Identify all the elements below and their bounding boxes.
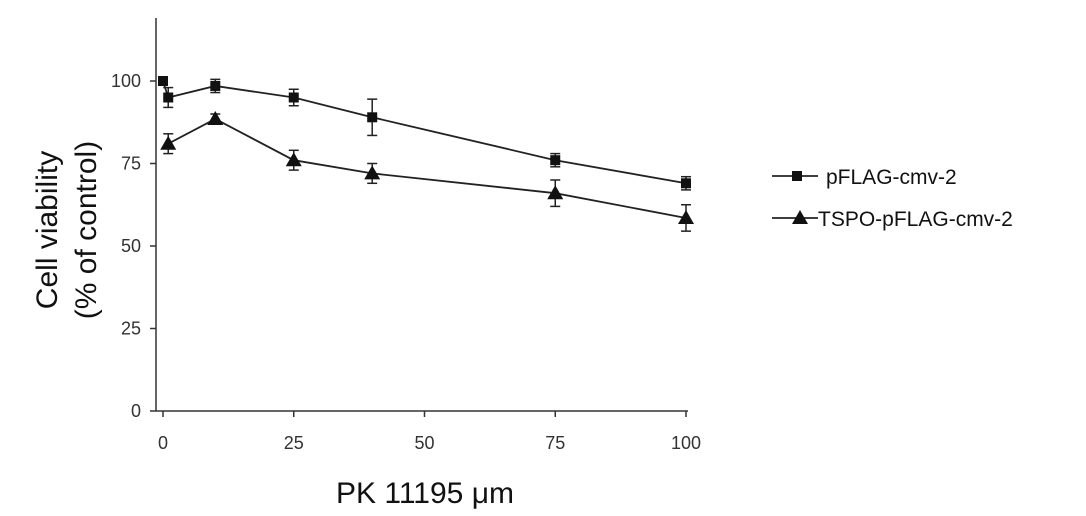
data-point bbox=[364, 165, 381, 180]
data-point bbox=[681, 178, 691, 189]
series-line bbox=[167, 117, 687, 219]
y-axis-title-line-2: (% of control) bbox=[70, 141, 103, 319]
data-point bbox=[163, 92, 174, 103]
data-point bbox=[547, 185, 564, 200]
x-tick-label: 25 bbox=[284, 433, 304, 453]
y-tick-label: 75 bbox=[121, 154, 141, 174]
x-tick-label: 100 bbox=[671, 433, 701, 453]
data-point bbox=[210, 80, 221, 91]
y-axis-title-line-1: Cell viability bbox=[31, 151, 64, 309]
x-tick-label: 75 bbox=[545, 433, 565, 453]
data-point bbox=[160, 135, 177, 150]
data-point bbox=[288, 92, 299, 103]
y-tick-label: 25 bbox=[121, 319, 141, 339]
ticks: 0 25 50 75 100 0 25 50 75 100 bbox=[111, 71, 701, 453]
x-tick-label: 50 bbox=[414, 433, 434, 453]
y-tick-label: 50 bbox=[121, 236, 141, 256]
legend-item: pFLAG-cmv-2 bbox=[772, 166, 957, 189]
y-tick-label: 100 bbox=[111, 71, 141, 91]
legend-label: TSPO-pFLAG-cmv-2 bbox=[818, 208, 1013, 231]
legend-marker bbox=[792, 210, 808, 224]
data-point bbox=[285, 152, 302, 167]
x-tick-label: 0 bbox=[158, 433, 168, 453]
y-axis-title: Cell viability (% of control) bbox=[31, 141, 103, 319]
data-point bbox=[158, 76, 168, 86]
legend-label: pFLAG-cmv-2 bbox=[826, 166, 957, 189]
series-0 bbox=[158, 76, 691, 191]
legend-item: TSPO-pFLAG-cmv-2 bbox=[772, 208, 1013, 231]
y-tick-label: 0 bbox=[131, 401, 141, 421]
x-axis-title: PK 11195 μm bbox=[336, 477, 514, 510]
data-point bbox=[207, 110, 224, 125]
series-layer bbox=[158, 76, 694, 232]
data-point bbox=[367, 112, 378, 123]
legend: pFLAG-cmv-2 TSPO-pFLAG-cmv-2 bbox=[772, 166, 1013, 231]
data-point bbox=[678, 209, 694, 224]
axes bbox=[155, 18, 688, 412]
series-1 bbox=[160, 110, 694, 232]
legend-marker bbox=[792, 171, 802, 181]
data-point bbox=[550, 155, 561, 166]
